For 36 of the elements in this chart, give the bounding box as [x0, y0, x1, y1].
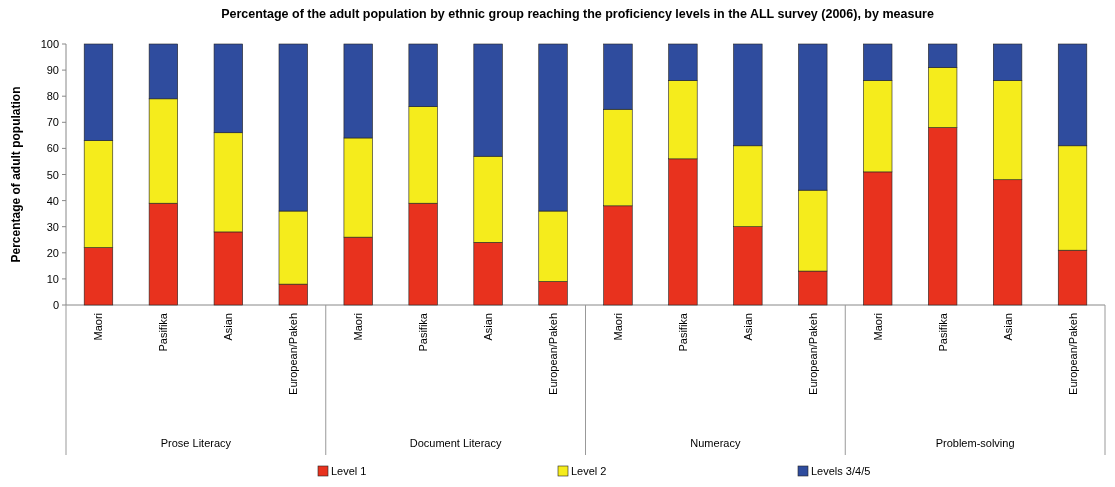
x-tick-label: Pasifika	[936, 312, 949, 352]
x-tick-label: Asian	[741, 313, 754, 341]
y-tick-label: 80	[46, 90, 59, 103]
y-tick-label: 70	[46, 116, 59, 129]
x-tick-label: Pasifika	[157, 312, 170, 352]
y-tick-label: 60	[46, 142, 59, 155]
y-axis-title: Percentage of adult population	[9, 86, 23, 263]
legend-label: Level 2	[571, 465, 607, 477]
x-tick-label: Maori	[871, 313, 884, 341]
y-tick-label: 90	[46, 64, 59, 77]
y-tick-label: 100	[40, 38, 59, 50]
legend-label: Level 1	[331, 465, 367, 477]
y-tick-label: 50	[46, 168, 59, 181]
y-tick-label: 40	[46, 194, 59, 207]
y-tick-label: 30	[46, 220, 59, 233]
x-tick-label: Asian	[222, 313, 235, 341]
x-tick-label: European/Pakeh	[1066, 313, 1079, 395]
y-tick-label: 10	[46, 272, 59, 285]
x-tick-label: Asian	[482, 313, 495, 341]
text: Problem-solving	[935, 437, 1015, 449]
x-tick-label: Maori	[352, 313, 365, 341]
x-tick-label: Maori	[92, 313, 105, 341]
text: Prose Literacy	[160, 437, 232, 449]
x-tick-label: Pasifika	[417, 312, 430, 352]
legend-label: Levels 3/4/5	[811, 465, 871, 477]
text: Document Literacy	[409, 437, 502, 449]
y-tick-label: 20	[46, 246, 59, 259]
chart-title: Percentage of the adult population by ethnic group reaching the proficiency levels in the ALL survey (2006), by measure	[221, 7, 934, 21]
x-tick-label: Asian	[1001, 313, 1014, 341]
x-tick-label: European/Pakeh	[806, 313, 819, 395]
x-tick-label: Maori	[611, 313, 624, 341]
x-tick-label: Pasifika	[676, 312, 689, 352]
text: Numeracy	[690, 437, 741, 449]
x-tick-label: European/Pakeh	[547, 313, 560, 395]
y-tick-label: 0	[52, 299, 59, 311]
x-tick-label: European/Pakeh	[287, 313, 300, 395]
